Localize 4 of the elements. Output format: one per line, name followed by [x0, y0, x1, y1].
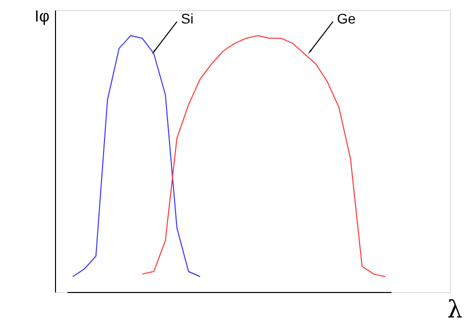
y-axis-title: Iφ — [34, 8, 50, 26]
x-axis-title: λ — [447, 296, 462, 324]
text: Ge — [337, 10, 356, 27]
text: Si — [181, 10, 194, 27]
